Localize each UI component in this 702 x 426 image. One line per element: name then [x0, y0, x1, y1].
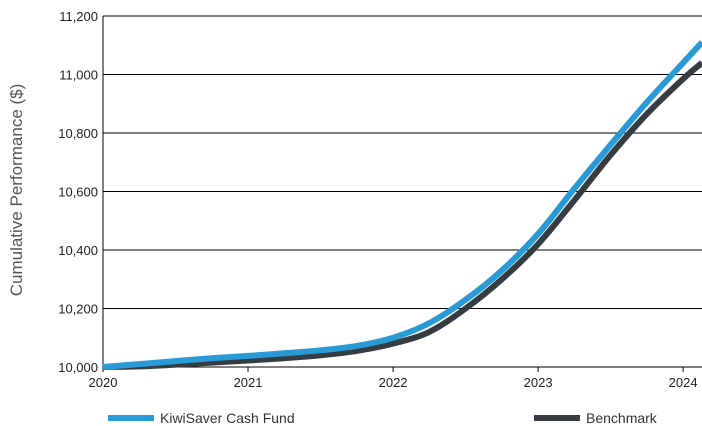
- legend-swatch-kiwisaver-cash-fund: [108, 415, 154, 421]
- y-tick-label: 11,200: [59, 9, 98, 24]
- legend-item-benchmark: Benchmark: [534, 410, 657, 426]
- y-tick-label: 11,000: [59, 68, 98, 83]
- x-axis-ticks: 2020 2021 2022 2023 2024: [89, 367, 698, 390]
- x-tick-label: 2021: [234, 375, 263, 390]
- x-tick-label: 2024: [669, 375, 698, 390]
- series-line-kiwisaver-cash-fund: [102, 40, 702, 370]
- y-tick-label: 10,800: [58, 126, 98, 141]
- legend-label-benchmark: Benchmark: [586, 410, 657, 426]
- legend-label-kiwisaver-cash-fund: KiwiSaver Cash Fund: [160, 410, 295, 426]
- y-tick-label: 10,000: [58, 360, 98, 375]
- x-tick-label: 2020: [89, 375, 118, 390]
- x-tick-label: 2022: [379, 375, 408, 390]
- legend-item-kiwisaver-cash-fund: KiwiSaver Cash Fund: [108, 410, 295, 426]
- x-tick-label: 2023: [524, 375, 553, 390]
- y-axis-ticks: 10,000 10,200 10,400 10,600 10,800 11,000 11,2…: [58, 9, 98, 375]
- y-tick-label: 10,400: [58, 243, 98, 258]
- grid: [102, 15, 702, 368]
- y-tick-label: 10,200: [58, 302, 98, 317]
- y-axis-label: Cumulative Performance ($): [7, 84, 26, 297]
- legend-swatch-benchmark: [534, 415, 580, 421]
- series-lines: [102, 40, 702, 370]
- series-line-benchmark: [102, 60, 702, 370]
- y-tick-label: 10,600: [58, 185, 98, 200]
